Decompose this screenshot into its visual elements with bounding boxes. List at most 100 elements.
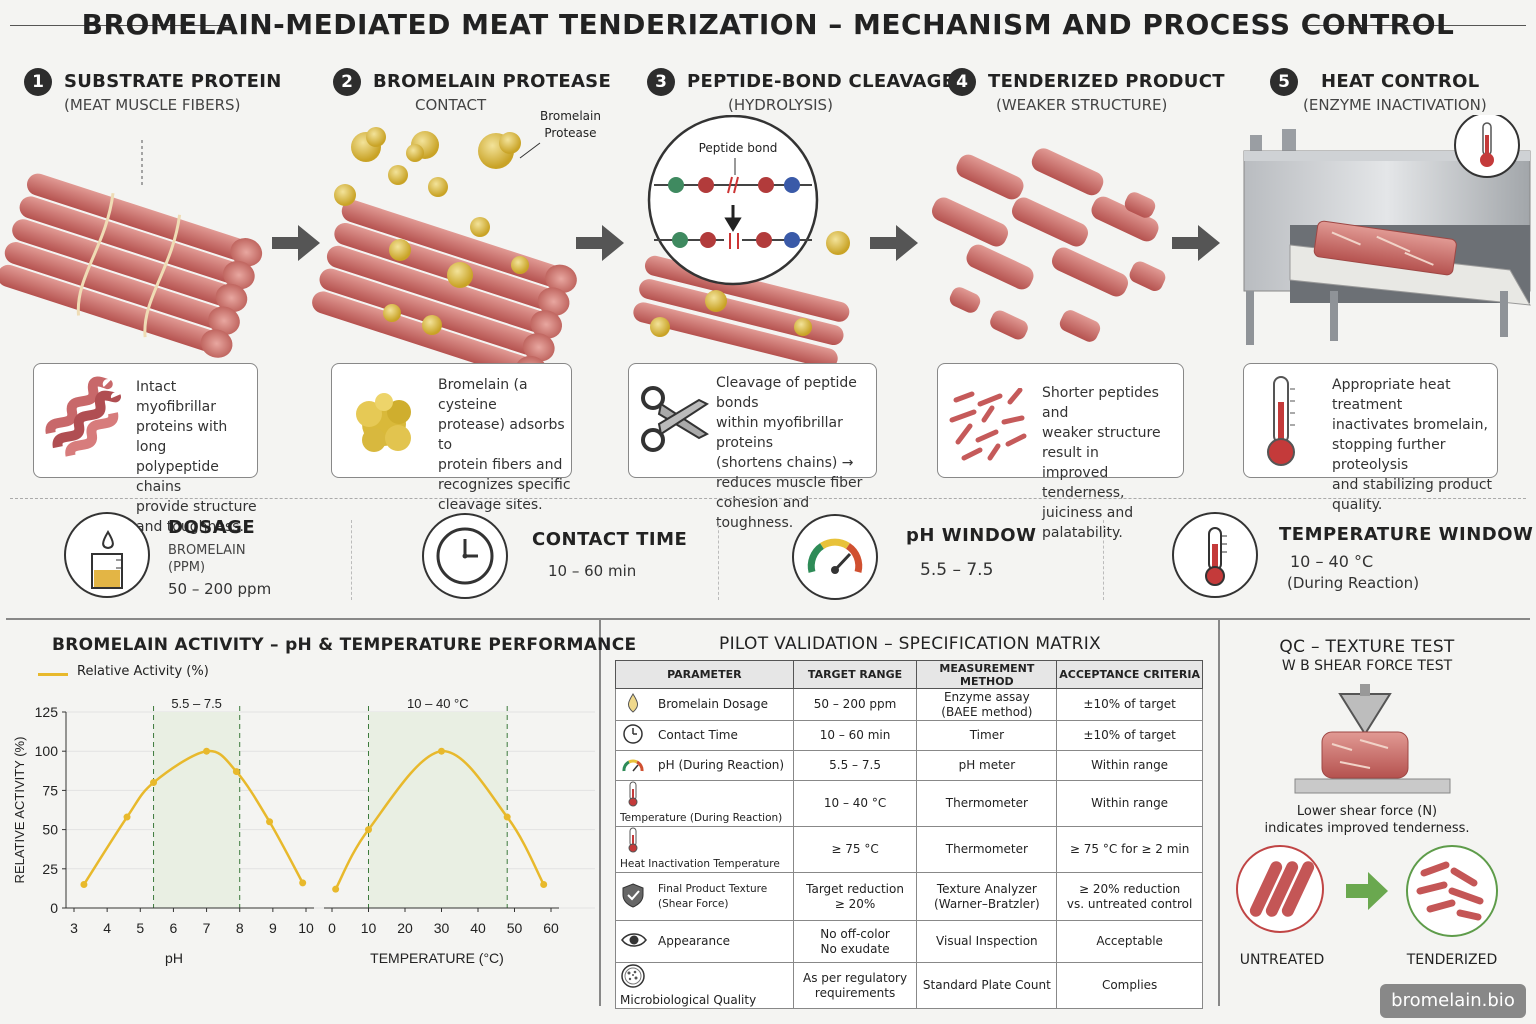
method-cell: Timer [916, 720, 1058, 751]
method-cell: Visual Inspection [916, 920, 1058, 963]
title-rule-left [10, 25, 232, 26]
step-title: BROMELAIN PROTEASE [373, 71, 612, 92]
method-value: Thermometer [945, 796, 1028, 810]
thermometer-icon [1172, 512, 1258, 598]
parameter-cell: Appearance [615, 920, 794, 963]
criteria-cell: ±10% of target [1056, 720, 1203, 751]
data-point [203, 747, 211, 755]
y-tick-label: 0 [50, 900, 58, 916]
spec-matrix-table: PARAMETER TARGET RANGE MEASUREMENT METHO… [615, 660, 1203, 1009]
y-tick-label: 100 [35, 743, 59, 759]
data-point [438, 747, 445, 755]
criteria-value: Within range [1091, 796, 1169, 810]
table-row: Final Product Texture (Shear Force) Target… [615, 872, 1203, 921]
data-point [80, 880, 88, 888]
data-point [150, 779, 158, 787]
step-5-description: Appropriate heat treatment inactivates b… [1243, 363, 1498, 513]
method-value: Timer [969, 728, 1005, 742]
untreated-label: UNTREATED [1239, 952, 1325, 968]
table-row: Heat Inactivation Temperature ≥ 75 °C Ther… [615, 826, 1203, 873]
tenderized-fragments [931, 148, 1166, 342]
column-header: MEASUREMENT METHOD [916, 660, 1058, 689]
criteria-value: ≥ 20% reduction vs. untreated control [1066, 881, 1193, 911]
thermometer-icon [620, 827, 646, 857]
method-cell: Enzyme assay (BAEE method) [916, 688, 1058, 721]
shield-icon [620, 882, 646, 912]
data-point [299, 879, 307, 887]
x-axis-label: TEMPERATURE (°C) [370, 950, 504, 966]
parameter-cell: Temperature (During Reaction) [615, 780, 794, 827]
step-number: 3 [647, 68, 675, 96]
method-cell: Thermometer [916, 826, 1058, 873]
step-subtitle: CONTACT [415, 96, 487, 114]
x-tick-label: 9 [269, 920, 277, 936]
target-value: No off-color No exudate [820, 926, 890, 956]
column-header: TARGET RANGE [792, 660, 918, 689]
step-2-description: Bromelain (a cysteine protease) adsorbs … [331, 363, 572, 513]
criteria-cell: ≥ 20% reduction vs. untreated control [1056, 872, 1203, 921]
column-header: ACCEPTANCE CRITERIA [1056, 660, 1203, 689]
step-number: 5 [1270, 68, 1298, 96]
pilot-title: PILOT VALIDATION – SPECIFICATION MATRIX [719, 634, 1101, 654]
target-cell: No off-color No exudate [792, 920, 918, 963]
optimal-window [368, 712, 508, 908]
step-1-description: Intact myofibrillar proteins with long p… [33, 363, 258, 535]
qc-title: QC – TEXTURE TEST [1279, 637, 1455, 657]
criteria-cell: Complies [1056, 962, 1203, 1009]
legend-swatch [38, 673, 68, 676]
data-point [540, 880, 548, 888]
x-tick-label: 10 [361, 920, 377, 936]
dosage-value: 50 – 200 ppm [168, 580, 272, 598]
gauge-icon [792, 514, 878, 600]
peptide-cleavage-view [633, 115, 850, 365]
chart-title: BROMELAIN ACTIVITY – pH & TEMPERATURE PE… [52, 635, 637, 655]
step-subtitle: (HYDROLYSIS) [728, 96, 833, 114]
table-row: Bromelain Dosage 50 – 200 ppm Enzyme assay… [615, 688, 1203, 721]
parameter-cell: Microbiological Quality [615, 962, 794, 1009]
arrow-right-icon [870, 225, 918, 261]
step-title: HEAT CONTROL [1321, 71, 1480, 92]
step-subtitle: (MEAT MUSCLE FIBERS) [64, 96, 241, 114]
x-tick-label: 0 [328, 920, 336, 936]
optimal-window [153, 712, 240, 908]
x-tick-label: 10 [298, 920, 314, 936]
parameter-cell: Bromelain Dosage [615, 688, 794, 721]
tenderized-label: TENDERIZED [1406, 952, 1498, 968]
clock-icon [422, 513, 508, 599]
x-tick-label: 7 [203, 920, 211, 936]
x-tick-label: 4 [103, 920, 111, 936]
window-label: 5.5 – 7.5 [171, 696, 222, 711]
criteria-value: Complies [1101, 978, 1158, 992]
step-3-description: Cleavage of peptide bonds within myofibr… [628, 363, 877, 531]
method-cell: Texture Analyzer (Warner–Bratzler) [916, 872, 1058, 921]
watermark: bromelain.bio [1380, 984, 1526, 1018]
tenderized-sample-icon [1406, 845, 1498, 937]
method-cell: Standard Plate Count [916, 962, 1058, 1009]
method-value: pH meter [958, 758, 1016, 772]
peptide-bond-callout: Peptide bond [698, 141, 778, 155]
param-separator [1103, 520, 1104, 600]
y-tick-label: 75 [42, 782, 58, 798]
table-row: Contact Time 10 – 60 min Timer ±10% of targ… [615, 720, 1203, 751]
criteria-cell: ±10% of target [1056, 688, 1203, 721]
bromelain-callout: Bromelain Protease [540, 109, 601, 140]
target-value: 50 – 200 ppm [813, 697, 897, 711]
parameter-label: Bromelain Dosage [658, 697, 768, 711]
criteria-value: Within range [1091, 758, 1169, 772]
arrow-right-icon [272, 225, 320, 261]
window-label: 10 – 40 °C [407, 696, 469, 711]
gauge-icon [620, 755, 646, 777]
table-row: pH (During Reaction) 5.5 – 7.5 pH meter Wit… [615, 750, 1203, 781]
criteria-cell: Within range [1056, 750, 1203, 781]
arrow-right-icon [1346, 872, 1388, 910]
parameter-label: pH (During Reaction) [658, 758, 785, 772]
step-title: TENDERIZED PRODUCT [988, 71, 1225, 92]
y-tick-label: 50 [42, 822, 58, 838]
step-title: SUBSTRATE PROTEIN [64, 71, 282, 92]
arrow-right-icon [576, 225, 624, 261]
x-tick-label: 50 [507, 920, 523, 936]
y-tick-label: 125 [35, 704, 59, 720]
parameter-label: Microbiological Quality [620, 993, 757, 1007]
clock-icon [620, 723, 646, 749]
target-value: ≥ 75 °C [831, 842, 879, 856]
